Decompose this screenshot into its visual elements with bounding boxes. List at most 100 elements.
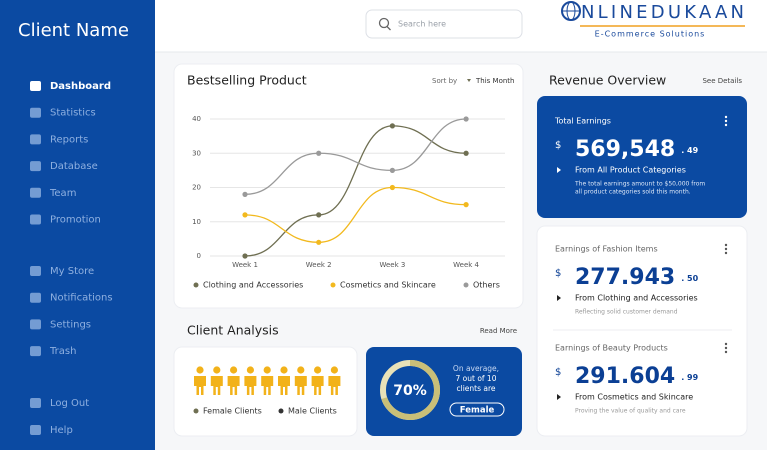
- highlight-pill: [449, 402, 505, 417]
- menu-dot[interactable]: [724, 247, 728, 251]
- earnings-card: [536, 225, 748, 437]
- amount-value: 291.604: [575, 364, 675, 389]
- card-title: Total Earnings: [554, 117, 611, 126]
- amount-value: 277.943: [575, 265, 675, 290]
- legend-dot: [330, 282, 336, 288]
- data-point: [389, 184, 395, 191]
- amount-cents: . 49: [681, 146, 698, 155]
- stat-text: On average,: [453, 364, 499, 373]
- revenue-title: Revenue Overview: [549, 73, 666, 88]
- sort-value[interactable]: This Month: [475, 77, 514, 85]
- menu-icon: [30, 346, 41, 357]
- amount-cents: . 99: [681, 373, 698, 382]
- person-body: [210, 376, 223, 395]
- client-analysis-title: Client Analysis: [187, 323, 279, 338]
- legend-label: Female Clients: [203, 407, 262, 416]
- menu-item[interactable]: Promotion: [50, 215, 101, 226]
- menu-item[interactable]: Trash: [49, 346, 76, 357]
- menu-item[interactable]: Dashboard: [50, 81, 111, 92]
- menu-icon: [30, 425, 41, 435]
- amount-value: 569,548: [575, 137, 675, 162]
- menu-dot[interactable]: [724, 346, 728, 350]
- card-subtitle: From Clothing and Accessories: [575, 294, 698, 303]
- menu-icon: [30, 187, 41, 198]
- person-head: [196, 366, 204, 374]
- data-point: [463, 116, 469, 122]
- highlight-text: Female: [460, 406, 495, 416]
- series-line: [244, 186, 467, 243]
- person-body: [244, 376, 257, 395]
- person-head: [314, 366, 322, 374]
- x-tick-label: Week 4: [453, 261, 479, 269]
- logo-text: NLINEDUKAAN: [581, 2, 744, 23]
- menu-item[interactable]: My Store: [50, 266, 94, 277]
- data-point: [463, 202, 469, 208]
- x-tick-label: Week 1: [232, 261, 258, 269]
- amount: 569,548 . 49: [575, 137, 699, 162]
- menu-item[interactable]: Notifications: [50, 293, 113, 304]
- menu-dot[interactable]: [724, 119, 728, 123]
- bullet: [557, 394, 561, 400]
- menu-icon: [30, 398, 41, 408]
- card-note: Reflecting solid customer demand: [575, 309, 678, 316]
- see-details-link[interactable]: See Details: [702, 77, 742, 85]
- menu-icon: [30, 107, 41, 118]
- stat-text: clients are: [456, 384, 495, 393]
- bullet: [557, 167, 561, 173]
- card-title: Earnings of Beauty Products: [555, 344, 668, 353]
- menu-dot[interactable]: [724, 243, 728, 247]
- menu-item[interactable]: Settings: [50, 319, 91, 330]
- menu-item[interactable]: Reports: [50, 134, 88, 145]
- person-body: [261, 376, 274, 395]
- card-subtitle: From Cosmetics and Skincare: [575, 393, 693, 402]
- search-placeholder: Search here: [398, 20, 446, 29]
- person-head: [263, 366, 271, 374]
- x-tick-label: Week 2: [306, 261, 332, 269]
- y-tick-label: 20: [192, 184, 201, 192]
- currency: $: [555, 140, 561, 151]
- series-line: [244, 118, 467, 195]
- menu-dot[interactable]: [724, 115, 728, 119]
- person-body: [227, 376, 240, 395]
- data-point: [316, 150, 322, 156]
- read-more-link[interactable]: Read More: [480, 327, 517, 335]
- search-box[interactable]: [365, 9, 523, 39]
- menu-icon: [30, 319, 41, 330]
- card-title: Earnings of Fashion Items: [555, 245, 658, 254]
- card-note: The total earnings amount to $50,000 fro…: [574, 181, 705, 188]
- data-point: [389, 123, 395, 129]
- menu-dot[interactable]: [724, 342, 728, 346]
- data-point: [242, 253, 248, 259]
- menu-item[interactable]: Statistics: [50, 108, 96, 119]
- menu-item[interactable]: Database: [50, 161, 98, 172]
- ring-value: [380, 360, 440, 420]
- search-icon-handle: [386, 26, 391, 31]
- bestselling-title: Bestselling Product: [187, 73, 307, 88]
- person-body: [294, 376, 307, 395]
- legend-label: Clothing and Accessories: [203, 281, 303, 290]
- logo-tagline: E-Commerce Solutions: [595, 30, 706, 39]
- legend-label: Cosmetics and Skincare: [340, 281, 436, 290]
- amount-cents: . 50: [681, 274, 698, 283]
- currency: $: [555, 268, 561, 279]
- menu-icon: [30, 266, 41, 276]
- menu-icon: [30, 292, 41, 303]
- person-head: [213, 366, 221, 374]
- menu-dot[interactable]: [724, 123, 728, 127]
- person-head: [230, 366, 238, 374]
- menu-icon: [30, 134, 41, 145]
- menu-item[interactable]: Log Out: [50, 398, 89, 409]
- data-point: [242, 212, 248, 218]
- menu-icon: [30, 161, 41, 172]
- person-body: [278, 376, 290, 395]
- menu-dot[interactable]: [724, 251, 728, 255]
- menu-item[interactable]: Help: [50, 425, 73, 436]
- data-point: [316, 239, 322, 245]
- menu-dot[interactable]: [724, 350, 728, 354]
- person-head: [280, 366, 288, 374]
- menu-item[interactable]: Team: [49, 188, 76, 199]
- sort-label: Sort by: [432, 77, 457, 85]
- person-head: [330, 366, 338, 374]
- legend-dot: [463, 282, 469, 288]
- y-tick-label: 30: [192, 149, 201, 157]
